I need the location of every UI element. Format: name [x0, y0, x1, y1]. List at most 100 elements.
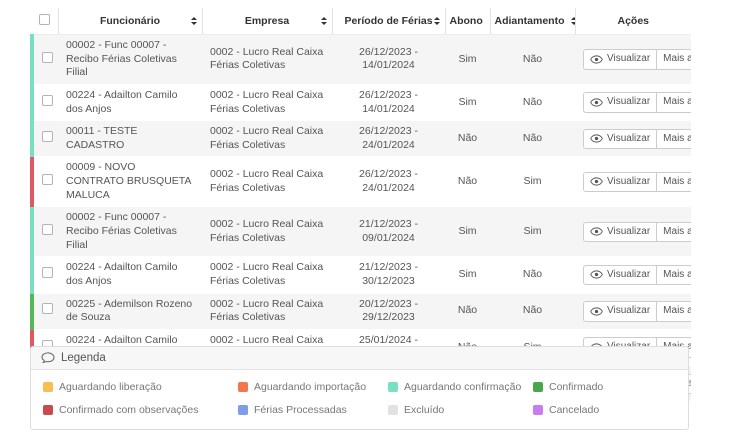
table-row: 00009 - NOVO CONTRATO BRUSQUETA MALUCA 0…	[30, 156, 691, 208]
column-header-abono[interactable]: Abono	[445, 8, 491, 35]
acoes-cell: Visualizar Mais ações	[575, 156, 691, 208]
legend-item: Aguardando importação	[238, 381, 388, 393]
legend-item: Aguardando confirmação	[388, 381, 533, 393]
eye-icon	[590, 307, 603, 316]
visualizar-label: Visualizar	[607, 268, 651, 280]
periodo-cell: 21/12/2023 - 30/12/2023	[332, 256, 445, 294]
adiantamento-cell: Não	[490, 120, 575, 158]
funcionario-cell: 00009 - NOVO CONTRATO BRUSQUETA MALUCA	[58, 156, 202, 208]
visualizar-label: Visualizar	[607, 96, 651, 108]
row-status-strip	[30, 156, 58, 208]
funcionario-cell: 00011 - TESTE CADASTRO	[58, 120, 202, 158]
adiantamento-cell: Sim	[490, 206, 575, 258]
legend-item: Cancelado	[533, 404, 676, 416]
row-checkbox[interactable]	[41, 174, 53, 186]
visualizar-label: Visualizar	[607, 132, 651, 144]
visualizar-label: Visualizar	[607, 225, 651, 237]
eye-icon	[590, 98, 603, 107]
row-checkbox[interactable]	[41, 267, 53, 279]
legend-item: Excluído	[388, 404, 533, 416]
row-checkbox[interactable]	[41, 94, 53, 106]
column-header-adiantamento[interactable]: Adiantamento	[490, 8, 576, 35]
acoes-cell: Visualizar Mais ações	[575, 84, 691, 122]
row-actions-group: Visualizar Mais ações	[583, 92, 691, 113]
periodo-cell: 26/12/2023 - 14/01/2024	[332, 84, 445, 122]
column-header-funcionario[interactable]: Funcionário	[58, 8, 203, 35]
vacations-table: Funcionário Empresa Período de Férias Ab…	[30, 8, 691, 403]
abono-cell: Sim	[445, 34, 490, 85]
row-actions-group: Visualizar Mais ações	[583, 49, 691, 70]
select-all-checkbox[interactable]	[39, 14, 51, 25]
abono-cell: Não	[445, 120, 490, 158]
visualizar-button[interactable]: Visualizar	[583, 49, 658, 70]
adiantamento-cell: Sim	[490, 156, 575, 208]
mais-acoes-button[interactable]: Mais ações	[656, 171, 691, 193]
mais-acoes-label: Mais ações	[663, 132, 691, 144]
visualizar-button[interactable]: Visualizar	[583, 92, 658, 113]
visualizar-button[interactable]: Visualizar	[583, 171, 658, 193]
legend-title: Legenda	[61, 352, 106, 364]
mais-acoes-button[interactable]: Mais ações	[656, 221, 691, 243]
sort-icon[interactable]	[433, 17, 440, 25]
legend-item: Confirmado	[533, 381, 676, 393]
mais-acoes-button[interactable]: Mais ações	[656, 92, 691, 113]
legend-label: Aguardando importação	[254, 381, 367, 393]
visualizar-button[interactable]: Visualizar	[583, 221, 658, 243]
legend-color-swatch	[43, 405, 53, 415]
legend-body: Aguardando liberação Aguardando importaç…	[31, 370, 688, 429]
acoes-cell: Visualizar Mais ações	[575, 256, 691, 294]
acoes-cell: Visualizar Mais ações	[575, 293, 691, 330]
mais-acoes-button[interactable]: Mais ações	[656, 301, 691, 322]
mais-acoes-button[interactable]: Mais ações	[656, 264, 691, 286]
mais-acoes-label: Mais ações	[663, 268, 691, 280]
row-status-strip	[30, 206, 58, 258]
sort-icon[interactable]	[190, 17, 197, 25]
table-row: 00224 - Adailton Camilo dos Anjos 0002 -…	[30, 256, 691, 294]
periodo-cell: 21/12/2023 - 09/01/2024	[332, 206, 445, 258]
legend-label: Férias Processadas	[254, 404, 347, 416]
empresa-cell: 0002 - Lucro Real Caixa Férias Coletivas	[202, 256, 332, 294]
sort-icon[interactable]	[320, 17, 327, 25]
visualizar-button[interactable]: Visualizar	[583, 128, 658, 150]
column-label: Funcionário	[99, 15, 161, 27]
periodo-cell: 26/12/2023 - 24/01/2024	[332, 156, 445, 208]
table-row: 00224 - Adailton Camilo dos Anjos 0002 -…	[30, 84, 691, 122]
periodo-cell: 26/12/2023 - 14/01/2024	[332, 34, 445, 85]
legend-color-swatch	[388, 382, 398, 392]
vacations-table-container: Funcionário Empresa Período de Férias Ab…	[30, 8, 691, 403]
visualizar-label: Visualizar	[607, 175, 651, 187]
row-checkbox[interactable]	[41, 224, 53, 236]
visualizar-button[interactable]: Visualizar	[583, 264, 658, 286]
eye-icon	[590, 134, 603, 143]
acoes-cell: Visualizar Mais ações	[575, 34, 691, 85]
mais-acoes-label: Mais ações	[663, 96, 691, 108]
mais-acoes-button[interactable]: Mais ações	[656, 49, 691, 70]
legend-panel: Legenda Aguardando liberação Aguardando …	[30, 346, 689, 430]
legend-label: Excluído	[404, 404, 445, 416]
eye-icon	[590, 227, 603, 236]
legend-item: Aguardando liberação	[43, 381, 238, 393]
visualizar-button[interactable]: Visualizar	[583, 301, 658, 322]
mais-acoes-label: Mais ações	[663, 53, 691, 65]
column-header-periodo-de-ferias[interactable]: Período de Férias	[332, 8, 446, 35]
empresa-cell: 0002 - Lucro Real Caixa Férias Coletivas	[202, 156, 332, 208]
adiantamento-cell: Não	[490, 34, 575, 85]
legend-color-swatch	[43, 382, 53, 392]
row-actions-group: Visualizar Mais ações	[583, 128, 691, 150]
empresa-cell: 0002 - Lucro Real Caixa Férias Coletivas	[202, 84, 332, 122]
row-checkbox[interactable]	[41, 131, 53, 143]
abono-cell: Não	[445, 156, 490, 208]
row-actions-group: Visualizar Mais ações	[583, 171, 691, 193]
row-checkbox[interactable]	[41, 51, 53, 63]
row-actions-group: Visualizar Mais ações	[583, 221, 691, 243]
table-row: 00225 - Ademilson Rozeno de Souza 0002 -…	[30, 293, 691, 330]
column-label: Período de Férias	[344, 15, 433, 27]
sort-icon[interactable]	[571, 17, 574, 26]
row-checkbox[interactable]	[41, 303, 53, 315]
legend-color-swatch	[533, 382, 543, 392]
column-header-empresa[interactable]: Empresa	[202, 8, 333, 35]
legend-item: Férias Processadas	[238, 404, 388, 416]
mais-acoes-button[interactable]: Mais ações	[656, 128, 691, 150]
adiantamento-cell: Não	[490, 293, 575, 330]
adiantamento-cell: Não	[490, 84, 575, 122]
